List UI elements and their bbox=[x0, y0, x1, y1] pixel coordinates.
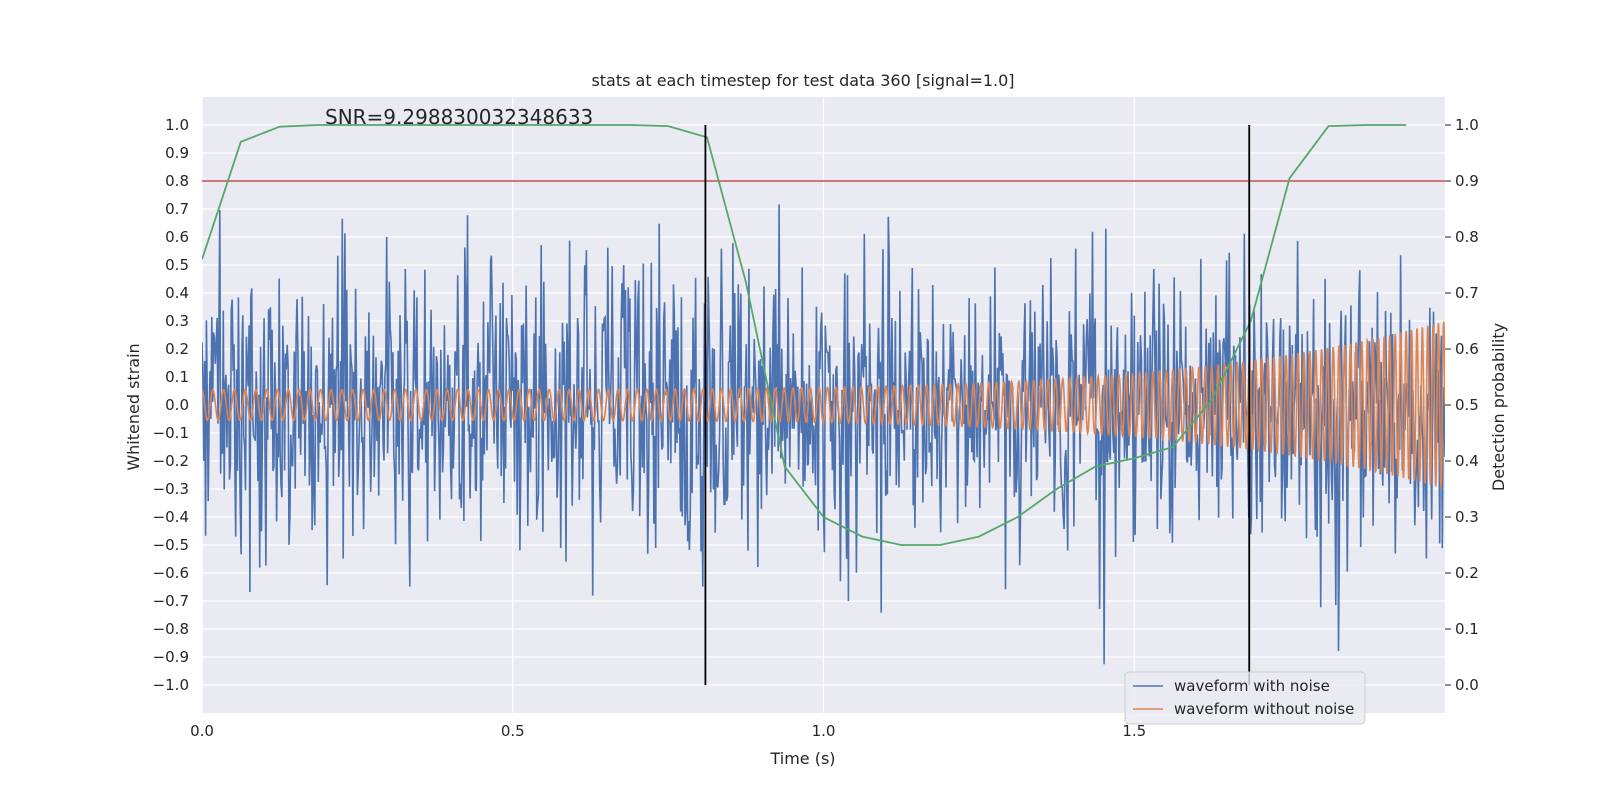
y-right-tick-label: 0.7 bbox=[1455, 284, 1479, 302]
y-left-tick-label: 0.4 bbox=[165, 284, 189, 302]
y-right-tick-label: 1.0 bbox=[1455, 116, 1479, 134]
y-right-tick-label: 0.4 bbox=[1455, 452, 1479, 470]
chart-title: stats at each timestep for test data 360… bbox=[591, 71, 1014, 90]
y-left-tick-label: 0.2 bbox=[165, 340, 189, 358]
x-tick-label: 0.0 bbox=[190, 722, 214, 740]
y-left-tick-label: 0.0 bbox=[165, 396, 189, 414]
legend-entry-noise: waveform with noise bbox=[1174, 677, 1330, 695]
y-left-tick-label: 0.5 bbox=[165, 256, 189, 274]
x-tick-label: 1.0 bbox=[812, 722, 836, 740]
y-axis-left-label: Whitened strain bbox=[124, 343, 143, 470]
y-right-tick-label: 0.1 bbox=[1455, 620, 1479, 638]
y-axis-right-label: Detection probability bbox=[1489, 323, 1508, 491]
y-left-tick-label: 1.0 bbox=[165, 116, 189, 134]
y-axis-right: 1.0 0.9 0.8 0.7 0.6 0.5 0.4 0.3 0.2 0.1 0.0 bbox=[1445, 116, 1479, 694]
y-left-tick-label: −0.3 bbox=[153, 480, 189, 498]
y-left-tick-label: 0.3 bbox=[165, 312, 189, 330]
x-tick-label: 0.5 bbox=[501, 722, 525, 740]
y-left-tick-label: −0.6 bbox=[153, 564, 189, 582]
legend-entry-clean: waveform without noise bbox=[1174, 700, 1354, 718]
y-right-tick-label: 0.6 bbox=[1455, 340, 1479, 358]
x-axis: 0.0 0.5 1.0 1.5 bbox=[190, 722, 1146, 740]
series-waveform-without-noise bbox=[202, 321, 1445, 488]
y-left-tick-label: 0.8 bbox=[165, 172, 189, 190]
y-right-tick-label: 0.9 bbox=[1455, 172, 1479, 190]
y-left-tick-label: −0.5 bbox=[153, 536, 189, 554]
x-tick-label: 1.5 bbox=[1122, 722, 1146, 740]
y-left-tick-label: −0.1 bbox=[153, 424, 189, 442]
legend-box bbox=[1124, 671, 1366, 725]
y-right-tick-label: 0.2 bbox=[1455, 564, 1479, 582]
y-left-tick-label: −0.9 bbox=[153, 648, 189, 666]
x-axis-label: Time (s) bbox=[769, 749, 835, 768]
y-left-tick-label: −1.0 bbox=[153, 676, 189, 694]
y-right-tick-label: 0.5 bbox=[1455, 396, 1479, 414]
legend: waveform with noise waveform without noi… bbox=[1124, 671, 1366, 725]
y-axis-left: 1.0 0.9 0.8 0.7 0.6 0.5 0.4 0.3 0.2 0.1 0.0 −0.1 −0.… bbox=[153, 116, 189, 694]
y-left-tick-label: −0.2 bbox=[153, 452, 189, 470]
y-left-tick-label: 0.7 bbox=[165, 200, 189, 218]
y-left-tick-label: −0.7 bbox=[153, 592, 189, 610]
series-detection-probability bbox=[202, 124, 1407, 546]
y-left-tick-label: −0.8 bbox=[153, 620, 189, 638]
y-right-tick-label: 0.8 bbox=[1455, 228, 1479, 246]
y-right-tick-label: 0.3 bbox=[1455, 508, 1479, 526]
series-waveform-with-noise bbox=[202, 204, 1445, 665]
y-left-tick-label: −0.4 bbox=[153, 508, 189, 526]
y-left-tick-label: 0.1 bbox=[165, 368, 189, 386]
y-right-tick-label: 0.0 bbox=[1455, 676, 1479, 694]
y-left-tick-label: 0.6 bbox=[165, 228, 189, 246]
y-left-tick-label: 0.9 bbox=[165, 144, 189, 162]
snr-annotation: SNR=9.298830032348633 bbox=[325, 105, 593, 129]
